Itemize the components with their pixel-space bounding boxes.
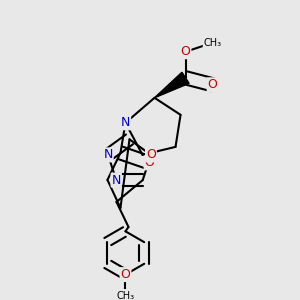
Text: O: O <box>181 45 190 58</box>
Text: CH₃: CH₃ <box>116 291 134 300</box>
Text: N: N <box>112 174 121 187</box>
Text: N: N <box>103 148 113 161</box>
Text: O: O <box>121 268 130 281</box>
Text: O: O <box>208 78 218 91</box>
Text: O: O <box>145 156 154 170</box>
Text: O: O <box>146 148 156 161</box>
Polygon shape <box>154 72 189 98</box>
Text: CH₃: CH₃ <box>203 38 222 48</box>
Text: N: N <box>121 116 130 129</box>
